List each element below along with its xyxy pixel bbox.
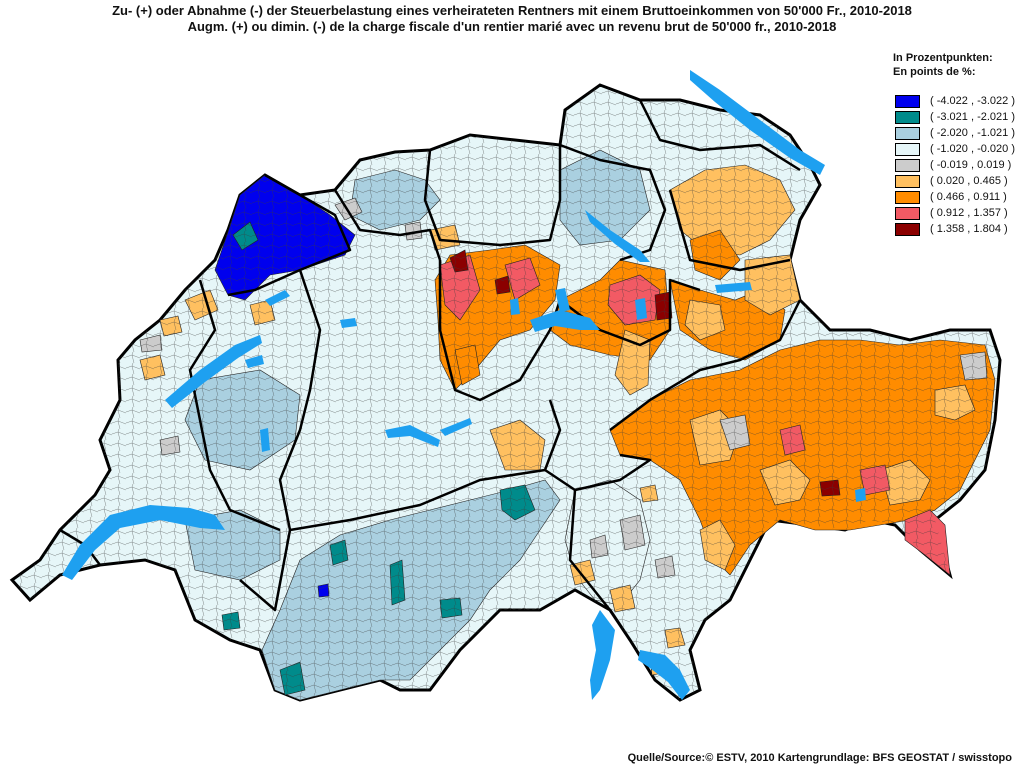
canton-border-jura xyxy=(227,173,352,297)
lake-maggiore xyxy=(590,610,615,700)
canton-border-ticino-south xyxy=(568,489,611,611)
lake-neuchatel xyxy=(165,335,262,408)
legend-row: ( -2.020 , -1.021 ) xyxy=(895,125,1015,141)
legend-row: ( 0.020 , 0.465 ) xyxy=(895,173,1015,189)
lake-thun xyxy=(385,425,440,447)
legend-label: ( -4.022 , -3.022 ) xyxy=(930,95,1015,107)
legend-swatch xyxy=(895,158,920,172)
canton-border-berne-south xyxy=(289,399,562,532)
canton-border-lucerne xyxy=(438,260,562,402)
legend-row: ( -3.021 , -2.021 ) xyxy=(895,109,1015,125)
legend-swatch xyxy=(895,174,920,188)
legend-swatch xyxy=(895,110,920,124)
lake-constance xyxy=(690,70,825,175)
legend-label: ( 0.020 , 0.465 ) xyxy=(930,175,1008,187)
legend-row: ( 0.912 , 1.357 ) xyxy=(895,205,1015,221)
lake-gruyere xyxy=(260,428,270,452)
canton-border-thurgau xyxy=(638,99,801,172)
canton-border-aargau xyxy=(423,145,562,247)
canton-border-zurich xyxy=(559,143,667,262)
lake-walensee xyxy=(715,282,752,293)
source-credit: Quelle/Source:© ESTV, 2010 Kartengrundla… xyxy=(627,752,1012,764)
legend-swatch xyxy=(895,190,920,204)
canton-border-stgallen xyxy=(668,189,791,272)
lake-biel xyxy=(265,290,290,306)
canton-border-valais xyxy=(239,529,292,612)
canton-border-berne-west xyxy=(278,269,322,531)
legend: ( -4.022 , -3.022 ) ( -3.021 , -2.021 ) … xyxy=(895,93,1015,237)
lake-sihl xyxy=(635,298,647,320)
legend-heading: In Prozentpunkten: En points de %: xyxy=(893,51,993,79)
lake-wohlen xyxy=(340,318,357,328)
legend-label: ( -2.020 , -1.021 ) xyxy=(930,127,1015,139)
legend-row: ( -0.019 , 0.019 ) xyxy=(895,157,1015,173)
legend-row: ( -4.022 , -3.022 ) xyxy=(895,93,1015,109)
legend-swatch xyxy=(895,94,920,108)
lake-lugano xyxy=(638,650,690,700)
legend-label: ( -3.021 , -2.021 ) xyxy=(930,111,1015,123)
canton-border-vaud xyxy=(188,279,281,532)
map-title-french: Augm. (+) ou dimin. (-) de la charge fis… xyxy=(187,19,837,34)
legend-heading-german: In Prozentpunkten: xyxy=(893,52,993,64)
legend-label: ( 1.358 , 1.804 ) xyxy=(930,223,1008,235)
lake-murten xyxy=(245,355,264,368)
legend-heading-french: En points de %: xyxy=(893,66,976,78)
legend-row: ( 1.358 , 1.804 ) xyxy=(895,221,1015,237)
lake-brienz xyxy=(440,418,472,436)
canton-border-ticino xyxy=(544,453,652,492)
lake-zurich xyxy=(585,210,650,262)
map-title-german: Zu- (+) oder Abnahme (-) der Steuerbelas… xyxy=(112,3,912,18)
legend-label: ( -0.019 , 0.019 ) xyxy=(930,159,1012,171)
legend-swatch xyxy=(895,206,920,220)
lake-zug xyxy=(555,288,570,312)
municipality-borders xyxy=(12,85,1000,700)
legend-label: ( 0.466 , 0.911 ) xyxy=(930,191,1007,203)
canton-border-basel xyxy=(333,189,442,261)
lake-sempach xyxy=(510,298,520,315)
legend-swatch xyxy=(895,142,920,156)
lake-engadin xyxy=(855,488,866,502)
legend-swatch xyxy=(895,126,920,140)
lake-geneva xyxy=(62,505,225,580)
canton-border-graubuenden xyxy=(609,299,802,431)
legend-label: ( 0.912 , 1.357 ) xyxy=(930,207,1008,219)
legend-row: ( 0.466 , 0.911 ) xyxy=(895,189,1015,205)
legend-row: ( -1.020 , -0.020 ) xyxy=(895,141,1015,157)
lake-lucerne xyxy=(530,310,600,332)
legend-swatch xyxy=(895,222,920,236)
legend-label: ( -1.020 , -0.020 ) xyxy=(930,143,1015,155)
